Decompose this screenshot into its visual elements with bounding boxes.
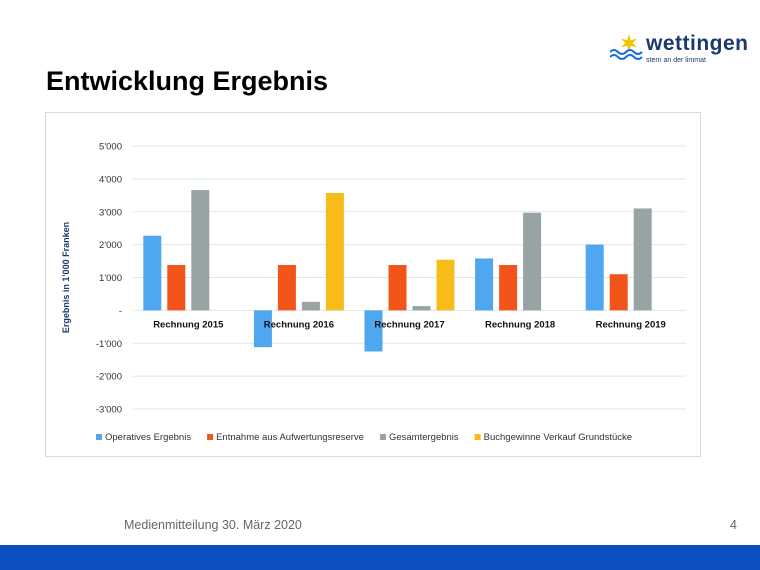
wave-icon [610, 49, 643, 60]
y-tick-label: -2'000 [96, 372, 122, 383]
page-title: Entwicklung Ergebnis [46, 66, 329, 96]
bar [499, 265, 518, 311]
y-tick-label: 2'000 [99, 240, 122, 251]
logo: wettingen stern an der limmat [610, 32, 748, 72]
bar [436, 259, 455, 311]
x-category-label: Rechnung 2019 [596, 319, 666, 330]
logo-tagline: stern an der limmat [646, 57, 706, 64]
x-category-label: Rechnung 2017 [374, 319, 444, 330]
bar [609, 274, 628, 311]
bar [253, 310, 272, 348]
y-tick-label: -1'000 [96, 339, 122, 350]
bar [167, 265, 186, 311]
bar [301, 301, 320, 311]
chart-container: 5'000 4'000 3'000 2'000 1'000 - -1'000 -2'000 -3… [45, 112, 701, 457]
legend-label: Entnahme aus Aufwertungsreserve [216, 432, 364, 443]
legend-swatch [96, 434, 102, 440]
legend-swatch [474, 434, 481, 440]
bar [633, 208, 652, 311]
footer-text: Medienmitteilung 30. März 2020 [124, 518, 302, 532]
bottom-bar [0, 545, 760, 570]
y-tick-label: 4'000 [99, 174, 122, 185]
bar [277, 265, 296, 311]
legend-label: Operatives Ergebnis [105, 432, 191, 443]
y-tick-label: -3'000 [96, 405, 122, 416]
bar [388, 265, 407, 311]
legend-swatch [379, 434, 386, 440]
y-tick-label: 3'000 [99, 207, 122, 218]
bar [325, 193, 344, 311]
x-category-label: Rechnung 2015 [153, 319, 224, 330]
legend-swatch [207, 434, 214, 440]
bar [475, 258, 494, 311]
bar [412, 306, 431, 311]
star-icon [620, 34, 638, 52]
y-axis-label: Ergebnis in 1'000 Franken [61, 222, 71, 333]
x-category-label: Rechnung 2016 [264, 319, 334, 330]
page-number: 4 [730, 518, 737, 532]
bar [143, 235, 162, 311]
bar [523, 212, 542, 311]
y-tick-label: 1'000 [99, 273, 122, 284]
x-category-label: Rechnung 2018 [485, 319, 555, 330]
legend-label: Gesamtergebnis [389, 432, 459, 443]
bar [585, 244, 604, 311]
y-tick-label: 5'000 [99, 142, 122, 153]
bar-chart: 5'000 4'000 3'000 2'000 1'000 - -1'000 -2'000 -3… [61, 142, 686, 443]
y-tick-label: - [119, 306, 122, 317]
bar [191, 190, 210, 311]
logo-wordmark: wettingen [646, 32, 749, 55]
bar [364, 310, 383, 352]
legend-label: Buchgewinne Verkauf Grundstücke [484, 432, 632, 443]
